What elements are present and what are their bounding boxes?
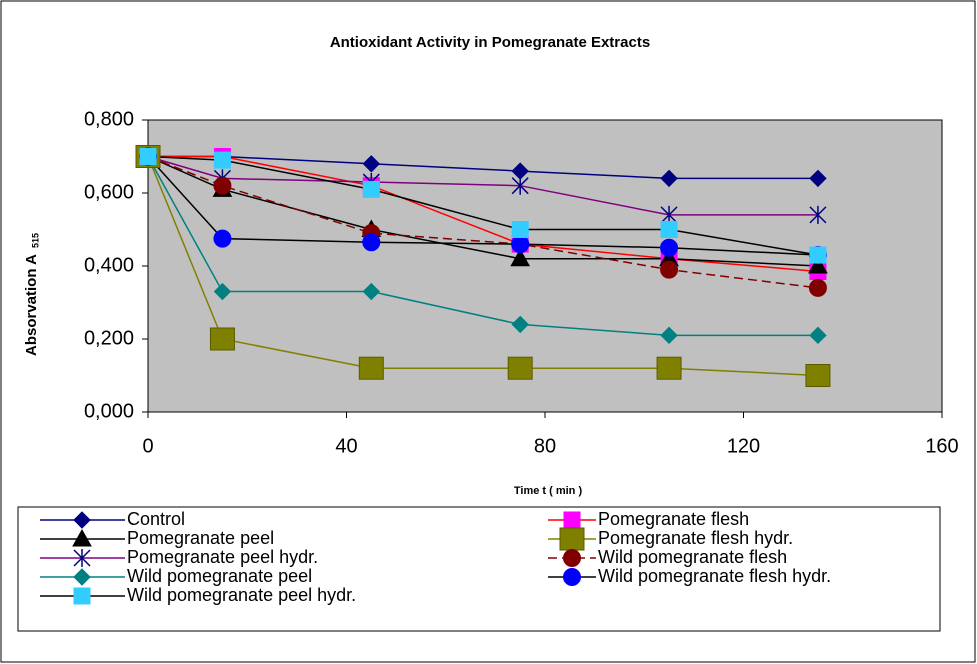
series-line	[148, 155, 819, 273]
legend-label: Control	[127, 509, 185, 529]
series-line	[147, 155, 818, 216]
series-line	[147, 156, 818, 377]
marker	[213, 176, 232, 195]
marker	[511, 176, 529, 195]
marker	[73, 587, 91, 605]
x-tick-label: 80	[534, 435, 556, 457]
marker	[362, 233, 381, 252]
chart-title: Antioxidant Activity in Pomegranate Extr…	[330, 34, 650, 51]
legend-label: Pomegranate peel	[127, 528, 274, 548]
y-tick-label: 0,400	[84, 254, 134, 276]
marker	[362, 155, 381, 173]
y-tick-label: 0,800	[84, 108, 134, 130]
y-axis-label-subscript: 515	[30, 233, 40, 248]
marker	[808, 278, 827, 297]
marker	[139, 148, 157, 165]
series-line	[147, 155, 819, 289]
legend-label: Wild pomegranate flesh hydr.	[598, 566, 831, 586]
marker	[660, 205, 678, 224]
marker	[213, 282, 232, 301]
marker	[73, 511, 91, 529]
marker	[73, 568, 91, 586]
marker	[660, 238, 679, 257]
legend-label: Wild pomegranate flesh	[598, 547, 787, 567]
marker	[213, 229, 232, 248]
marker	[358, 356, 384, 380]
marker	[510, 248, 531, 267]
marker	[72, 528, 92, 547]
legend-label: Pomegranate peel hydr.	[127, 547, 318, 567]
marker	[808, 255, 828, 274]
marker	[809, 246, 827, 264]
marker	[362, 282, 381, 301]
series-line	[147, 155, 818, 267]
legend-label: Pomegranate flesh hydr.	[598, 528, 793, 548]
x-tick-label: 40	[335, 435, 357, 457]
marker	[809, 169, 827, 188]
marker	[511, 315, 529, 334]
marker	[563, 549, 581, 567]
x-axis-label: Time t ( min )	[514, 485, 583, 497]
marker	[73, 549, 91, 567]
legend-label: Pomegranate flesh	[598, 509, 749, 529]
marker	[563, 568, 581, 586]
series-line	[147, 155, 818, 256]
series-line	[147, 156, 818, 337]
marker	[809, 205, 827, 224]
marker	[660, 169, 678, 188]
legend-label: Wild pomegranate peel hydr.	[127, 585, 356, 605]
x-tick-label: 0	[142, 435, 153, 457]
marker	[213, 151, 231, 169]
series-line	[147, 155, 819, 256]
marker	[805, 364, 831, 387]
x-tick-label: 160	[925, 435, 958, 457]
marker	[511, 221, 529, 238]
y-tick-label: 0,600	[84, 181, 134, 203]
marker	[660, 221, 678, 238]
x-tick-label: 120	[727, 435, 760, 457]
marker	[511, 235, 530, 254]
marker	[559, 527, 585, 551]
y-axis-label: Absorvation A	[23, 254, 40, 356]
legend-label: Wild pomegranate peel	[127, 566, 312, 586]
legend-box	[17, 506, 941, 632]
marker	[362, 180, 380, 198]
marker	[507, 356, 533, 380]
y-tick-label: 0,200	[84, 327, 134, 349]
marker	[660, 326, 678, 345]
marker	[563, 511, 581, 529]
y-tick-label: 0,000	[84, 400, 134, 422]
marker	[209, 327, 235, 351]
marker	[656, 356, 682, 380]
marker	[809, 326, 827, 345]
marker	[660, 260, 679, 279]
